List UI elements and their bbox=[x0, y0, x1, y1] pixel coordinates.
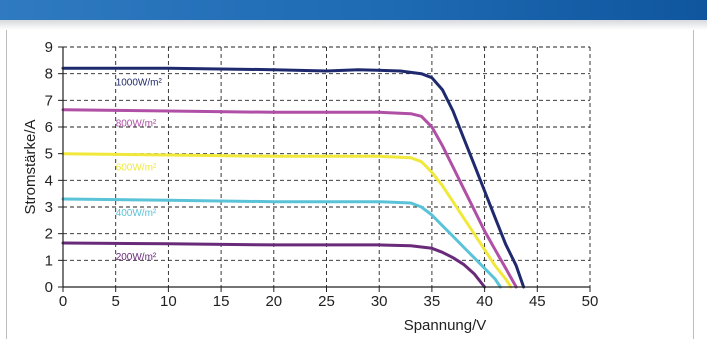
y-tick-label: 4 bbox=[45, 172, 53, 189]
y-tick-label: 0 bbox=[45, 279, 53, 296]
y-axis-title: Stromstärke/A bbox=[22, 119, 39, 214]
series-line-2 bbox=[61, 152, 513, 289]
series-line-0 bbox=[61, 66, 526, 289]
series-label-3: 400W/m² bbox=[116, 208, 157, 219]
axes bbox=[58, 46, 591, 292]
x-tick-label: 5 bbox=[112, 293, 120, 310]
x-tick-label: 35 bbox=[424, 293, 441, 310]
y-tick-label: 3 bbox=[45, 199, 53, 216]
series-labels: 1000W/m² 800W/m² 600W/m² 400W/m² 200W/m² bbox=[116, 77, 163, 263]
y-tick-label: 2 bbox=[45, 226, 53, 243]
series-line-3 bbox=[61, 197, 502, 289]
x-tick-label: 30 bbox=[371, 293, 388, 310]
x-tick-label: 45 bbox=[529, 293, 546, 310]
x-tick-label: 25 bbox=[318, 293, 335, 310]
series-line-1 bbox=[61, 108, 518, 289]
y-tick-label: 6 bbox=[45, 119, 53, 136]
right-border-rule bbox=[693, 30, 694, 339]
series-label-4: 200W/m² bbox=[116, 252, 157, 263]
y-tick-label: 7 bbox=[45, 92, 53, 109]
x-axis-title: Spannung/V bbox=[404, 317, 487, 334]
x-tick-label: 15 bbox=[213, 293, 230, 310]
left-border-rule bbox=[6, 30, 7, 339]
grid bbox=[63, 46, 591, 287]
header-band bbox=[0, 0, 707, 20]
x-tick-label: 10 bbox=[160, 293, 177, 310]
series-label-1: 800W/m² bbox=[116, 119, 157, 130]
x-tick-label: 20 bbox=[265, 293, 282, 310]
y-tick-label: 8 bbox=[45, 66, 53, 83]
y-tick-label: 9 bbox=[45, 39, 53, 56]
series-lines bbox=[61, 66, 526, 289]
y-tick-label: 1 bbox=[45, 252, 53, 269]
series-label-0: 1000W/m² bbox=[116, 77, 163, 88]
header-shadow bbox=[0, 20, 707, 30]
series-label-2: 600W/m² bbox=[116, 163, 157, 174]
x-tick-label: 40 bbox=[476, 293, 493, 310]
x-tick-label: 0 bbox=[59, 293, 67, 310]
x-tick-label: 50 bbox=[582, 293, 599, 310]
series-line-4 bbox=[61, 241, 487, 289]
y-tick-label: 5 bbox=[45, 146, 53, 163]
